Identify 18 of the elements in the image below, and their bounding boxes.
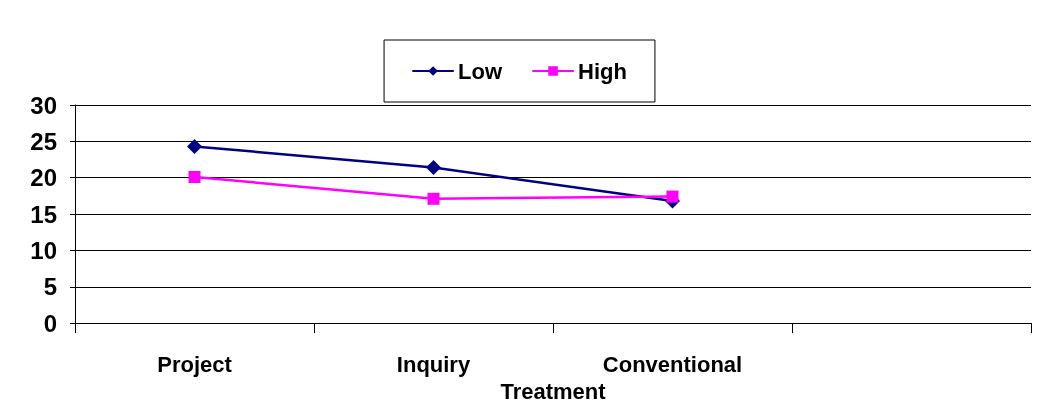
- y-tick-label: 30: [30, 91, 57, 119]
- y-tick-label: 10: [30, 236, 57, 264]
- y-tick-label: 20: [30, 164, 57, 192]
- x-tick-label: Conventional: [602, 351, 743, 377]
- point: [666, 190, 679, 203]
- x-tick-label: Inquiry: [396, 351, 471, 377]
- y-tick-label: 5: [43, 273, 57, 301]
- legend-label: Low: [458, 58, 503, 84]
- point: [187, 138, 202, 154]
- y-tick-label: 25: [30, 127, 57, 155]
- point: [427, 192, 440, 205]
- point: [188, 170, 201, 183]
- y-tick-label: 0: [43, 309, 57, 337]
- legend-label: High: [578, 58, 627, 84]
- x-tick-label: Project: [157, 351, 233, 377]
- point: [426, 160, 441, 176]
- x-axis-title: Treatment: [500, 378, 607, 404]
- y-tick-label: 15: [30, 200, 57, 228]
